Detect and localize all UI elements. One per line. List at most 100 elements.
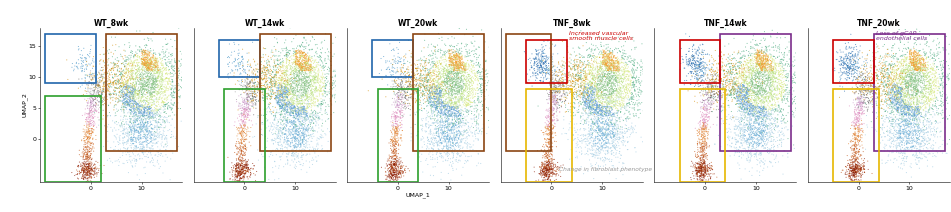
Point (91, 89, 107, 92)
Point (455, 125, 470, 129)
Point (468, 77, 483, 80)
Point (273, 65, 288, 69)
Point (591, 125, 606, 128)
Point (236, 105, 251, 109)
Point (120, 132, 135, 135)
Point (766, 54, 781, 58)
Point (401, 68, 417, 71)
Point (727, 91, 742, 95)
Point (451, 123, 466, 126)
Point (138, 106, 153, 110)
Point (444, 70, 459, 73)
Point (445, 70, 460, 73)
Point (592, 109, 607, 113)
Point (420, 78, 436, 82)
Point (593, 78, 609, 82)
Point (248, 122, 263, 126)
Point (898, 47, 913, 50)
Point (618, 94, 633, 97)
Point (238, 124, 253, 128)
Point (597, 75, 612, 78)
Point (287, 69, 302, 73)
Point (728, 125, 744, 128)
Point (388, 150, 403, 153)
Point (456, 82, 472, 85)
Point (454, 88, 469, 91)
Point (599, 52, 614, 55)
Point (699, 155, 714, 159)
Point (885, 149, 901, 152)
Point (321, 117, 337, 120)
Point (849, 166, 864, 169)
Point (442, 72, 457, 76)
Point (427, 90, 442, 94)
Point (86, 99, 101, 102)
Point (452, 58, 467, 61)
Point (434, 108, 449, 111)
Point (611, 74, 627, 77)
Point (849, 170, 864, 174)
Point (903, 53, 919, 56)
Point (736, 108, 751, 112)
Point (134, 51, 149, 55)
Point (243, 97, 259, 100)
Point (390, 170, 405, 174)
Point (761, 90, 776, 94)
Point (770, 69, 786, 72)
Point (745, 87, 760, 91)
Point (918, 96, 933, 100)
Point (246, 68, 262, 71)
Point (873, 62, 888, 66)
Point (442, 99, 457, 102)
Point (737, 107, 752, 110)
Point (281, 110, 296, 113)
Point (754, 58, 769, 62)
Point (736, 71, 751, 75)
Point (765, 73, 780, 77)
Point (568, 77, 583, 80)
Point (272, 103, 287, 106)
Point (269, 100, 284, 104)
Point (919, 90, 934, 93)
Point (595, 81, 611, 85)
Point (398, 94, 413, 98)
Point (302, 80, 318, 83)
Point (437, 116, 453, 119)
Point (703, 82, 718, 86)
Point (603, 135, 618, 138)
Point (579, 92, 594, 95)
Point (391, 95, 406, 99)
Point (759, 74, 774, 77)
Point (736, 74, 751, 78)
Point (127, 86, 143, 89)
Point (462, 54, 477, 57)
Point (750, 81, 766, 85)
Point (728, 133, 744, 137)
Point (290, 110, 305, 113)
Point (551, 119, 566, 122)
Point (298, 115, 313, 118)
Point (475, 77, 490, 81)
Point (121, 139, 136, 143)
Point (870, 82, 885, 85)
Point (544, 96, 559, 100)
Point (121, 123, 136, 126)
Point (463, 101, 478, 104)
Point (142, 86, 157, 90)
Point (77, 124, 92, 127)
Point (749, 68, 765, 71)
Point (696, 155, 711, 158)
Point (600, 73, 615, 77)
Point (940, 117, 951, 121)
Point (425, 114, 440, 118)
Point (126, 129, 142, 132)
Point (700, 82, 715, 86)
Point (133, 77, 148, 80)
Point (849, 115, 864, 118)
Point (387, 180, 402, 183)
Point (418, 122, 434, 126)
Point (584, 99, 599, 102)
Point (799, 68, 814, 72)
Point (556, 73, 572, 77)
Point (466, 64, 481, 67)
